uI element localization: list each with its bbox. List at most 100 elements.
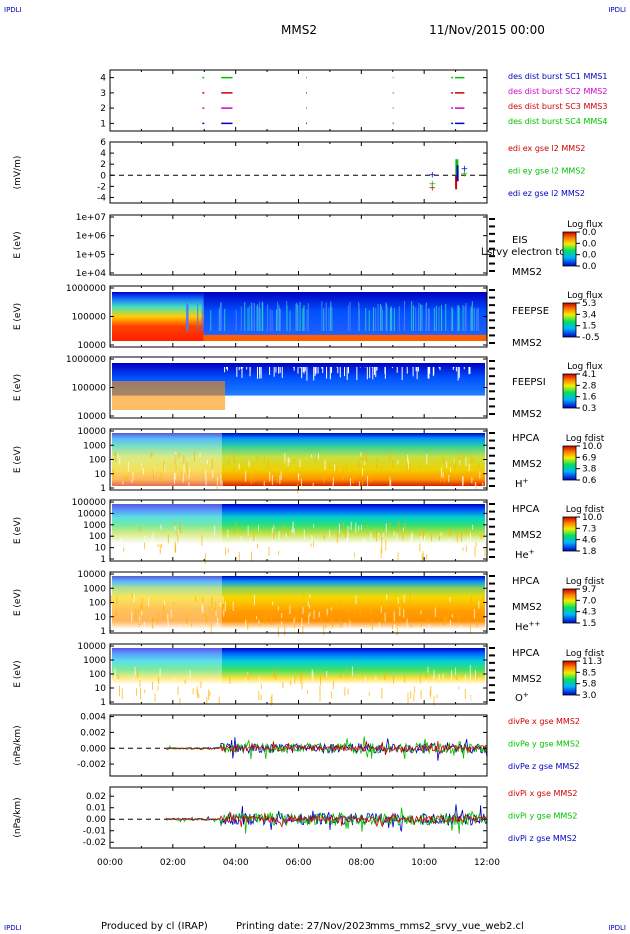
y-tick-label: 10000 bbox=[77, 642, 106, 652]
spacecraft-label: MMS2 bbox=[512, 602, 542, 613]
spacecraft-label: MMS2 bbox=[512, 674, 542, 685]
species-label: H+ bbox=[515, 477, 529, 490]
species-label: He+ bbox=[515, 548, 535, 561]
y-axis-label: E (eV) bbox=[13, 231, 23, 258]
species-label: O+ bbox=[515, 691, 529, 704]
footer-printing-date: Printing date: 27/Nov/2023 bbox=[236, 921, 371, 932]
y-tick-label: 100 bbox=[89, 599, 106, 609]
y-tick-label: 1e+06 bbox=[76, 232, 107, 242]
corner-label-bottom-left: IPDLI bbox=[4, 924, 22, 932]
y-tick-label: 100 bbox=[89, 456, 106, 466]
panel-frame bbox=[109, 69, 488, 132]
y-tick-label: 10 bbox=[95, 544, 107, 554]
x-tick-label: 04:00 bbox=[223, 858, 249, 868]
y-axis-label: E (eV) bbox=[13, 589, 23, 616]
colorbar-tick-label: 0.0 bbox=[582, 262, 597, 272]
y-tick-label: 10000 bbox=[77, 427, 106, 437]
footer-filename: mms_mms2_srvy_vue_web2.cl bbox=[370, 921, 524, 932]
instrument-label: HPCA bbox=[512, 504, 540, 515]
colorbar-tick-label: -0.5 bbox=[582, 333, 600, 343]
colorbar-tick-label: 5.8 bbox=[582, 680, 597, 690]
colorbar-gradient bbox=[562, 588, 577, 624]
hpca-he2-early-region bbox=[112, 576, 222, 629]
spacecraft-label: MMS2 bbox=[512, 530, 542, 541]
edi-marker: + bbox=[429, 170, 437, 180]
y-tick-label: 10 bbox=[95, 613, 107, 623]
instrument-label: EIS bbox=[512, 235, 528, 246]
y-tick-label: -0.01 bbox=[83, 827, 106, 837]
y-axis-label: E (eV) bbox=[13, 446, 23, 473]
legend-entry: divPe y gse MMS2 bbox=[508, 740, 580, 749]
legend-entry: edi ez gse l2 MMS2 bbox=[508, 189, 585, 198]
colorbar-tick-label: 0.0 bbox=[582, 228, 597, 238]
instrument-label: HPCA bbox=[512, 576, 540, 587]
y-tick-label: 6 bbox=[100, 138, 106, 148]
legend-entry: des dist burst SC4 MMS4 bbox=[508, 117, 607, 126]
panel-feepse: 1000000 100000 10000 E (eV) FEEPSE MMS2 Log fl… bbox=[13, 284, 603, 351]
y-tick-label: 1e+07 bbox=[76, 213, 106, 223]
y-tick-label: 10000 bbox=[77, 412, 106, 422]
spacecraft-label: MMS2 bbox=[512, 338, 542, 349]
y-tick-label: 10 bbox=[95, 470, 107, 480]
corner-label-top-right: IPDLI bbox=[608, 6, 626, 14]
y-tick-label: 10000 bbox=[77, 509, 106, 519]
panel-hpca-h: 10000 1000 100 10 1 E (eV) HPCA MMS2 H+ Log fdist… bbox=[13, 427, 605, 494]
feepse-spectrogram bbox=[203, 292, 487, 341]
hpca-he-spectrogram bbox=[112, 504, 485, 557]
series-line bbox=[166, 812, 488, 828]
edi-marker: + bbox=[461, 169, 469, 179]
edi-marker: + bbox=[429, 179, 437, 189]
y-tick-label: -0.02 bbox=[83, 838, 106, 848]
y-tick-label: 1000 bbox=[83, 656, 106, 666]
colorbar-tick-label: 1.5 bbox=[582, 322, 596, 332]
y-tick-label: -0.002 bbox=[77, 760, 106, 770]
y-tick-label: 0 bbox=[100, 171, 106, 181]
x-tick-label: 06:00 bbox=[286, 858, 312, 868]
y-tick-label: 4 bbox=[100, 74, 106, 84]
y-axis-label: (nPa/km) bbox=[13, 797, 23, 837]
y-axis-label: E (eV) bbox=[13, 374, 23, 401]
colorbar-title: Log flux bbox=[567, 220, 603, 230]
colorbar-tick-label: 2.8 bbox=[582, 381, 597, 391]
colorbar-tick-label: 0.6 bbox=[582, 476, 597, 486]
colorbar-tick-label: 7.0 bbox=[582, 596, 597, 606]
legend-entry: divPi z gse MMS2 bbox=[508, 834, 577, 843]
y-tick-label: 2 bbox=[100, 104, 106, 114]
y-tick-label: 1000000 bbox=[66, 284, 106, 294]
y-tick-label: 10 bbox=[95, 684, 107, 694]
x-tick-label: 12:00 bbox=[474, 858, 500, 868]
colorbar-gradient bbox=[562, 516, 577, 552]
y-tick-label: 2 bbox=[100, 160, 106, 170]
x-tick-label: 10:00 bbox=[411, 858, 437, 868]
hpca-o-early-region bbox=[112, 648, 222, 700]
colorbar-title: Log fdist bbox=[566, 577, 605, 587]
colorbar-tick-label: 7.3 bbox=[582, 524, 596, 534]
edi-marker: + bbox=[429, 183, 437, 193]
colorbar-gradient bbox=[562, 231, 577, 267]
panel-eis: 1e+07 1e+06 1e+05 1e+04 E (eV) EIS MMS2 l srvy … bbox=[13, 213, 603, 279]
y-tick-label: 1 bbox=[100, 627, 106, 637]
x-tick-label: 02:00 bbox=[160, 858, 186, 868]
overlap-label: l srvy electron to bbox=[481, 247, 565, 258]
colorbar-tick-label: 0.3 bbox=[582, 404, 596, 414]
y-tick-label: 3 bbox=[100, 89, 106, 99]
species-charge: ++ bbox=[529, 620, 541, 628]
corner-label-top-left: IPDLI bbox=[4, 6, 22, 14]
colorbar-tick-label: 0.0 bbox=[582, 239, 597, 249]
instrument-label: HPCA bbox=[512, 648, 540, 659]
y-tick-label: 0.004 bbox=[80, 713, 106, 723]
panel-divpe: 0.004 0.002 0.000 -0.002 (nPa/km) divPe x gse… bbox=[13, 713, 580, 777]
instrument-label: HPCA bbox=[512, 433, 540, 444]
x-tick-label: 08:00 bbox=[348, 858, 374, 868]
colorbar-title: Log fdist bbox=[566, 505, 605, 515]
y-tick-label: 100000 bbox=[72, 384, 107, 394]
colorbar-gradient bbox=[562, 373, 577, 409]
y-tick-label: 0.00 bbox=[86, 815, 106, 825]
colorbar-tick-label: 10.0 bbox=[582, 513, 602, 523]
